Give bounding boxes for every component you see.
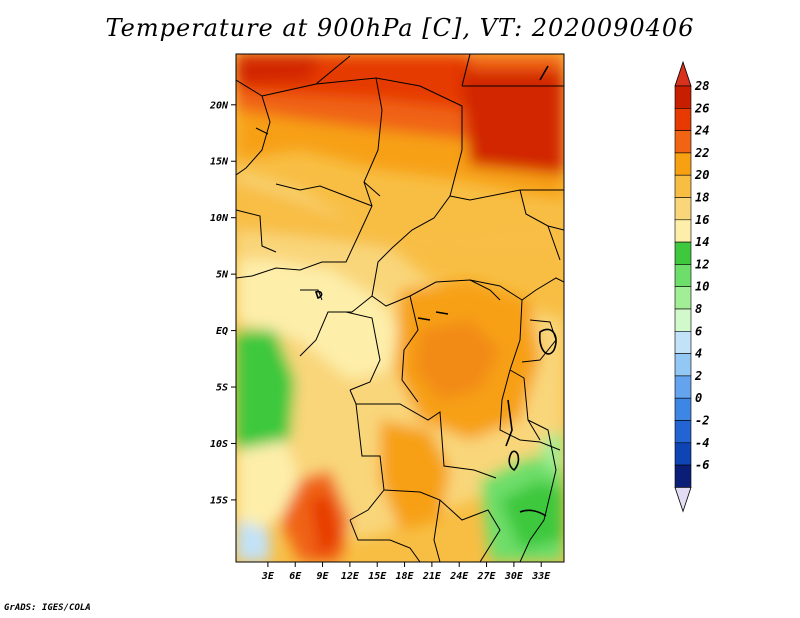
colorbar-bottom-triangle — [674, 486, 692, 513]
lat-tick-label: 5S — [216, 383, 228, 394]
colorbar-label: 14 — [695, 235, 709, 249]
colorbar-swatch — [674, 464, 692, 488]
lon-tick-label: 30E — [504, 571, 524, 582]
colorbar-swatch — [674, 174, 692, 198]
lat-tick-label: 20N — [209, 100, 229, 111]
colorbar-label: 10 — [695, 280, 709, 294]
lon-tick-label: 3E — [261, 571, 275, 582]
lakes — [314, 65, 557, 517]
colorbar-label: 4 — [695, 347, 702, 361]
colorbar-swatch — [674, 308, 692, 332]
colorbar-swatch — [674, 353, 692, 377]
colorbar-label: 16 — [695, 213, 709, 227]
latitude-axis: 20N 15N 10N 5N EQ 5S 10S 15S — [209, 100, 236, 506]
colorbar-label: 22 — [694, 146, 709, 160]
colorbar-label: 8 — [695, 302, 702, 316]
longitude-axis: 3E 6E 9E 12E 15E 18E 21E 24E 27E 30E 33E — [261, 562, 551, 582]
colorbar-top-triangle — [674, 60, 692, 87]
colorbar-label: 28 — [694, 79, 709, 93]
credit-label: GrADS: IGES/COLA — [4, 603, 91, 613]
lon-tick-label: 21E — [422, 571, 442, 582]
lon-tick-label: 6E — [289, 571, 302, 582]
map-frame — [235, 53, 565, 563]
lat-tick-label: 10S — [210, 439, 228, 450]
colorbar-swatch — [674, 264, 692, 287]
country-borders — [236, 54, 564, 562]
lat-tick-label: 15S — [210, 495, 228, 506]
lon-tick-label: 24E — [449, 571, 469, 582]
colorbar-label: 2 — [694, 369, 702, 383]
colorbar-swatch — [674, 219, 692, 243]
lat-tick-label: 15N — [210, 157, 229, 168]
lon-tick-label: 15E — [368, 571, 387, 582]
colorbar-label: 6 — [695, 324, 702, 338]
chart-title: Temperature at 900hPa [C], VT: 202009040… — [105, 14, 695, 42]
colorbar-swatch — [674, 442, 692, 466]
lon-tick-label: 18E — [396, 571, 415, 582]
lon-tick-label: 12E — [341, 571, 360, 582]
colorbar-swatch — [674, 241, 692, 265]
colorbar-label: -2 — [695, 414, 709, 428]
colorbar-swatch — [674, 420, 692, 444]
colorbar-label: -4 — [695, 436, 709, 450]
lat-tick-label: EQ — [216, 326, 228, 337]
colorbar-label: 12 — [695, 257, 709, 271]
lat-tick-label: 5N — [216, 270, 229, 281]
lon-tick-label: 27E — [477, 571, 497, 582]
colorbar-label: 24 — [694, 124, 709, 138]
colorbar-swatch — [674, 197, 692, 221]
colorbar-swatch — [674, 397, 692, 421]
colorbar-swatch — [674, 152, 692, 176]
lat-tick-label: 10N — [210, 213, 229, 224]
colorbar-swatch — [674, 286, 692, 310]
colorbar-swatch — [674, 375, 692, 399]
colorbar-label: 20 — [694, 168, 709, 182]
colorbar-label: 0 — [695, 391, 702, 405]
colorbar-label: -6 — [695, 458, 709, 472]
lon-tick-label: 9E — [317, 571, 330, 582]
colorbar-swatch — [674, 85, 692, 109]
temperature-field — [236, 54, 564, 562]
colorbar-swatch — [674, 130, 692, 154]
colorbar-swatch — [674, 330, 692, 354]
colorbar-label: 18 — [695, 191, 709, 205]
colorbar-swatch — [674, 108, 692, 131]
lon-tick-label: 33E — [531, 571, 551, 582]
colorbar-label: 26 — [694, 101, 709, 115]
